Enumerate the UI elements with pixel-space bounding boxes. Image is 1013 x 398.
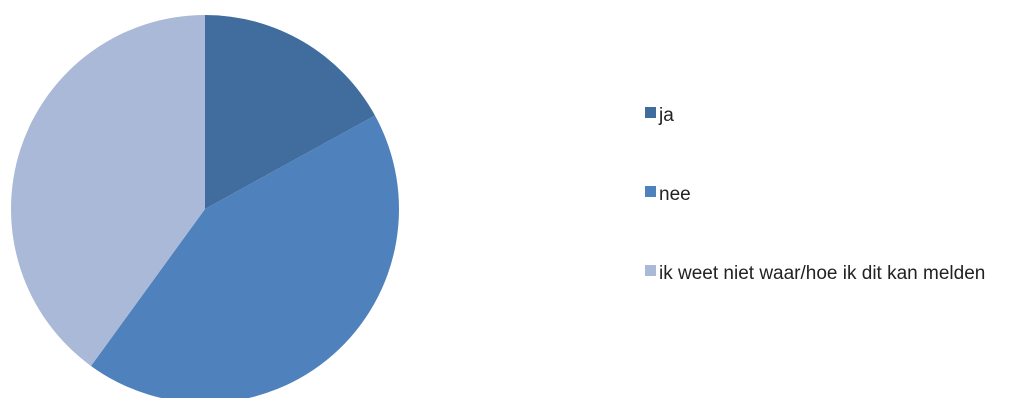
legend-label-ja: ja [659, 105, 674, 126]
pie-slice-nee [90, 115, 399, 398]
legend-swatch-nee [645, 186, 656, 197]
legend-label-nee: nee [659, 184, 691, 205]
legend-item-nee: nee [645, 180, 691, 209]
legend-label-weet-niet: ik weet niet waar/hoe ik dit kan melden [659, 263, 986, 284]
legend-item-weet-niet: ik weet niet waar/hoe ik dit kan melden [645, 259, 985, 288]
pie-slice-weet-niet [10, 15, 205, 366]
legend-swatch-ja [645, 107, 656, 118]
legend-item-ja: ja [645, 101, 674, 130]
legend-swatch-weet-niet [645, 265, 656, 276]
chart-legend: ja nee ik weet niet waar/hoe ik dit kan … [645, 0, 1013, 398]
pie-slice-ja [205, 15, 375, 209]
